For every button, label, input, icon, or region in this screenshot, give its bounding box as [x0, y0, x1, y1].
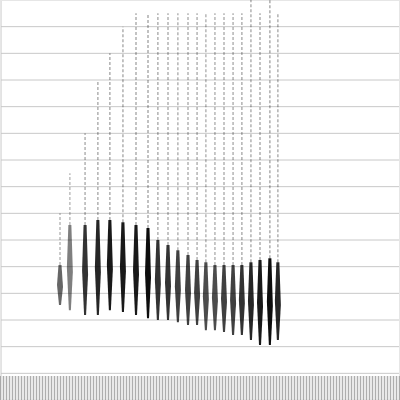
harmonic [177, 13, 179, 250]
syllable [212, 265, 218, 330]
syllable [175, 250, 181, 322]
grid-line [0, 133, 400, 134]
syllable [107, 220, 113, 310]
syllable [203, 262, 209, 330]
harmonic [214, 13, 216, 265]
syllable [145, 228, 151, 318]
harmonic [187, 13, 189, 255]
harmonic [241, 13, 243, 265]
harmonic [250, 0, 252, 262]
syllable [230, 265, 236, 335]
syllable [165, 245, 171, 320]
spectrogram [0, 0, 400, 400]
syllable [57, 265, 63, 305]
harmonic [109, 53, 111, 220]
harmonic [69, 173, 71, 225]
plot-frame [1, 1, 400, 400]
grid-line [0, 53, 400, 54]
harmonic [167, 13, 169, 245]
grid-line [0, 320, 400, 321]
harmonic [147, 13, 149, 228]
harmonic [157, 13, 159, 240]
syllable [133, 225, 139, 315]
syllable [155, 240, 161, 320]
syllable [275, 262, 281, 340]
grid-line [0, 160, 400, 161]
grid [0, 27, 400, 374]
syllable [257, 260, 263, 345]
harmonic [259, 13, 261, 260]
harmonic [135, 13, 137, 225]
harmonic [122, 27, 124, 222]
harmonic [232, 13, 234, 265]
grid-line [0, 346, 400, 347]
grid-line [0, 26, 400, 27]
harmonic [205, 13, 207, 262]
harmonic [223, 13, 225, 265]
syllable [82, 225, 88, 315]
syllable [221, 265, 227, 332]
syllable [239, 265, 245, 335]
syllable [67, 225, 73, 310]
grid-line [0, 186, 400, 187]
syllable [194, 260, 200, 325]
syllable [248, 262, 254, 340]
harmonic [277, 13, 279, 262]
harmonic [196, 13, 198, 260]
grid-line [0, 80, 400, 81]
syllable [95, 220, 101, 315]
harmonic [97, 80, 99, 220]
plot-area [0, 0, 400, 400]
harmonic [269, 0, 271, 258]
syllable [120, 222, 126, 312]
grid-line [0, 373, 400, 374]
grid-line [0, 106, 400, 107]
syllable [267, 258, 273, 345]
harmonic [84, 133, 86, 225]
harmonic [59, 213, 61, 265]
syllable [185, 255, 191, 325]
noise-band [0, 376, 400, 400]
